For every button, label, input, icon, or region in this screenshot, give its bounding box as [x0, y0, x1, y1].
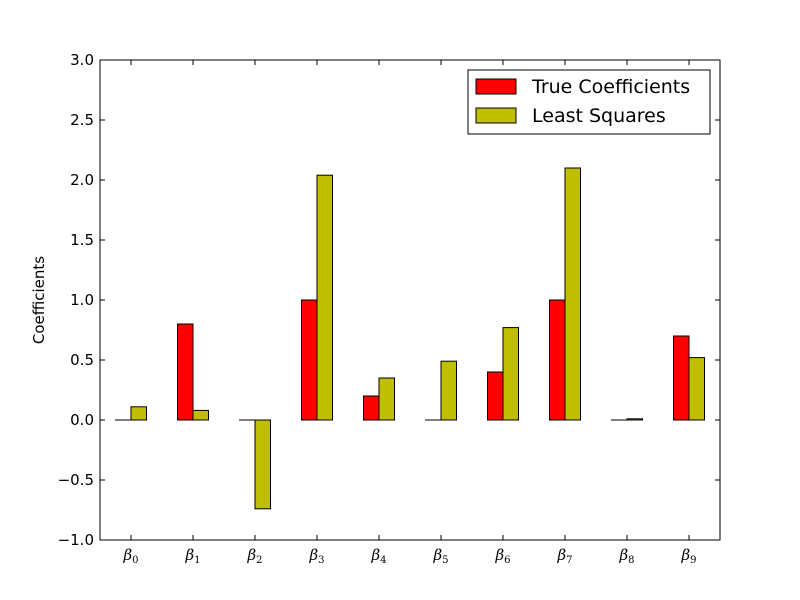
y-tick-label: 1.0: [70, 291, 94, 309]
legend-swatch-true-coefficients: [475, 78, 517, 95]
x-axis: β0 β1 β2 β3 β4 β5 β6 β7 β8 β9: [122, 60, 697, 566]
legend-label-true-coefficients: True Coefficients: [531, 76, 690, 98]
bar-true-coefficients-6: [487, 371, 504, 421]
bar-true-coefficients-9: [673, 335, 690, 421]
y-tick-label: −0.5: [58, 471, 94, 489]
x-tick-label: β0: [122, 546, 138, 566]
bar-least-squares-4: [378, 377, 395, 421]
x-tick-label: β7: [556, 546, 572, 566]
bars-group: [115, 167, 705, 510]
y-tick-label: 2.0: [70, 171, 94, 189]
bar-least-squares-6: [502, 327, 519, 421]
y-tick-label: 0.0: [70, 411, 94, 429]
bar-least-squares-8: [626, 418, 643, 421]
x-tick-label: β3: [308, 546, 324, 566]
y-tick-label: 1.5: [70, 231, 94, 249]
bar-least-squares-3: [316, 174, 333, 421]
bar-least-squares-9: [688, 357, 705, 421]
bar-least-squares-2: [254, 419, 271, 510]
bar-true-coefficients-7: [549, 299, 566, 421]
bar-true-coefficients-3: [301, 299, 318, 421]
legend: True Coefficients Least Squares: [467, 69, 711, 135]
x-tick-label: β4: [370, 546, 386, 566]
y-axis: −1.0 −0.5 0.0 0.5 1.0 1.5 2.0 2.5 3.0: [58, 51, 720, 549]
x-tick-label: β5: [432, 546, 448, 566]
y-tick-label: 3.0: [70, 51, 94, 69]
bar-least-squares-0: [130, 406, 147, 421]
x-tick-label: β1: [184, 546, 200, 566]
bar-true-coefficients-4: [363, 395, 380, 421]
bar-true-coefficients-1: [177, 323, 194, 421]
x-tick-label: β9: [680, 546, 696, 566]
bar-least-squares-7: [564, 167, 581, 421]
x-tick-label: β2: [246, 546, 262, 566]
y-tick-label: −1.0: [58, 531, 94, 549]
y-axis-label: Coefficients: [30, 256, 48, 344]
bar-least-squares-5: [440, 360, 457, 421]
y-tick-label: 2.5: [70, 111, 94, 129]
bar-least-squares-1: [192, 409, 209, 421]
legend-label-least-squares: Least Squares: [532, 105, 666, 127]
x-tick-label: β8: [618, 546, 634, 566]
x-tick-label: β6: [494, 546, 510, 566]
legend-swatch-least-squares: [475, 107, 517, 124]
y-tick-label: 0.5: [70, 351, 94, 369]
